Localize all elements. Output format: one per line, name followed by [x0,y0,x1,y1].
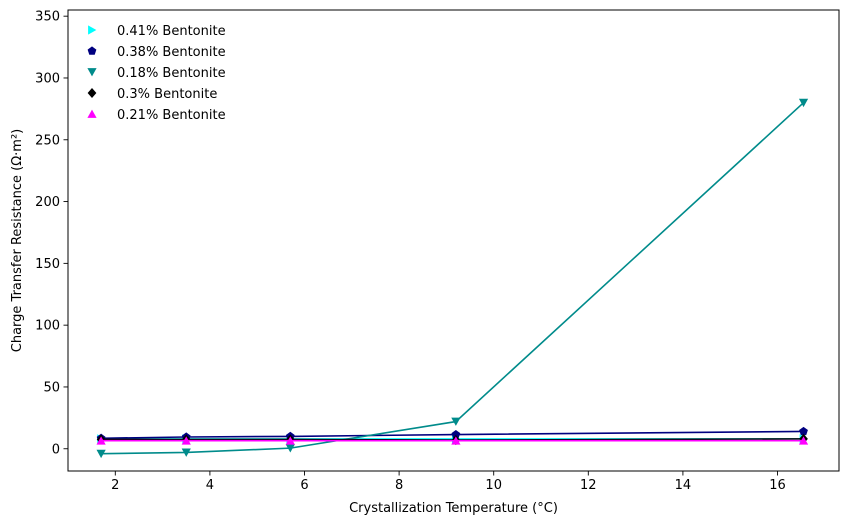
legend-marker [88,25,97,35]
x-tick-label: 14 [675,478,692,493]
x-tick-label: 16 [769,478,786,493]
legend-entry: 0.41% Bentonite [88,24,226,39]
data-point [798,436,809,445]
y-tick-label: 150 [35,257,60,272]
x-tick-label: 10 [485,478,502,493]
legend-marker [87,46,97,55]
data-point [798,98,809,108]
x-tick-label: 8 [395,478,403,493]
legend: 0.41% Bentonite 0.38% Bentonite 0.18% Bent… [87,24,226,123]
y-tick-label: 350 [35,10,60,25]
axes: 2 4 6 8 10 12 14 16 0 50 100 150 200 250 300 350 [35,9,840,493]
series-0-21-bentonite [96,436,809,445]
y-tick-label: 300 [35,71,60,86]
y-tick-label: 50 [43,380,60,395]
y-tick-label: 100 [35,319,60,334]
plot-frame [67,9,840,472]
data-point [799,426,808,436]
data-point [451,436,461,445]
x-tick-label: 2 [111,478,119,493]
data-point [96,436,106,445]
series-line [101,102,805,455]
data-point [181,448,191,457]
data-point [181,436,191,445]
legend-entry: 0.3% Bentonite [87,87,217,102]
y-tick-label: 0 [52,442,60,457]
y-tick-label: 200 [35,195,60,210]
legend-label: 0.41% Bentonite [117,24,226,39]
series-0-18-bentonite [96,98,809,459]
legend-marker [87,109,97,118]
plot-area [96,98,809,459]
legend-marker [87,68,97,77]
legend-label: 0.38% Bentonite [117,45,226,60]
x-axis-label: Crystallization Temperature (°C) [349,501,558,516]
x-tick-label: 4 [206,478,214,493]
data-point [451,417,461,426]
legend-entry: 0.21% Bentonite [87,108,226,123]
legend-entry: 0.38% Bentonite [87,45,226,60]
data-point [451,429,461,439]
data-point [285,444,295,453]
x-tick-label: 6 [300,478,308,493]
legend-entry: 0.18% Bentonite [87,66,226,81]
y-tick-label: 250 [35,133,60,148]
legend-label: 0.21% Bentonite [117,108,226,123]
y-axis-label: Charge Transfer Resistance (Ω·m²) [10,129,25,352]
legend-label: 0.18% Bentonite [117,66,226,81]
x-tick-label: 12 [580,478,597,493]
legend-label: 0.3% Bentonite [117,87,217,102]
data-point [96,449,106,459]
data-point [285,436,295,445]
legend-marker [87,87,97,99]
